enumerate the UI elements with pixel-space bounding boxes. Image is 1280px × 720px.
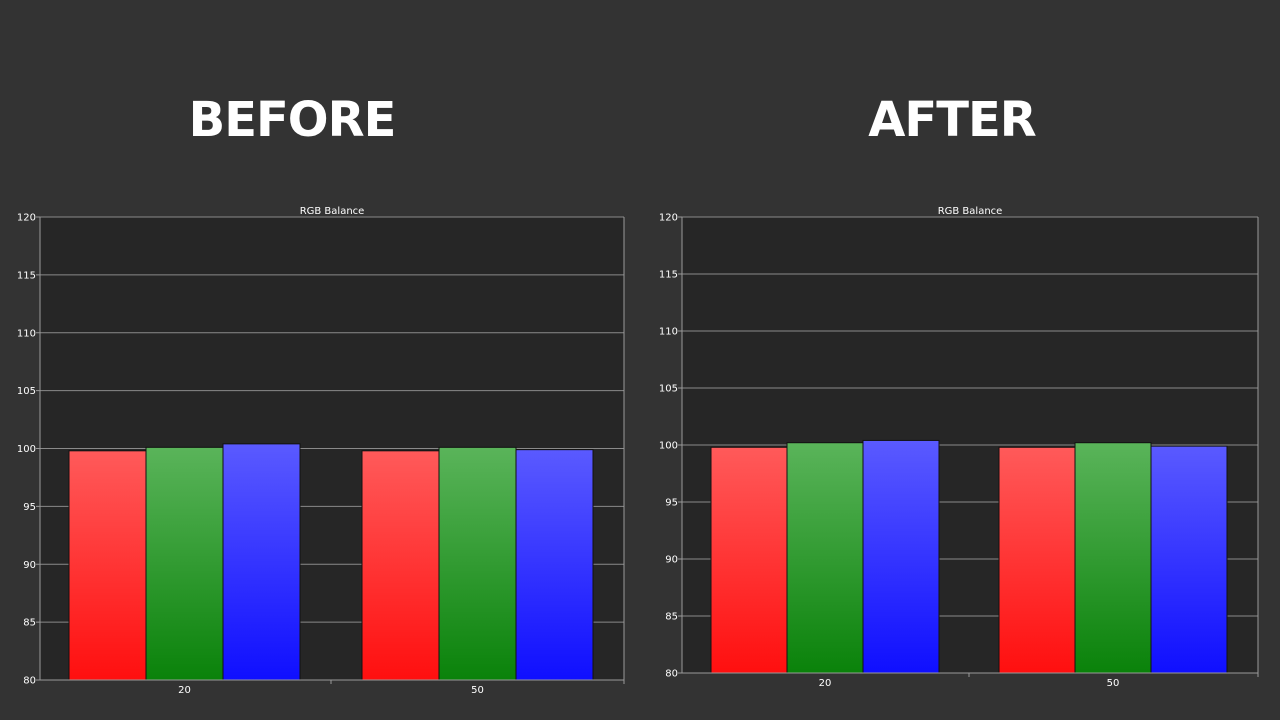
y-tick-label: 80 xyxy=(23,676,36,687)
y-tick-label: 95 xyxy=(665,498,678,509)
y-tick-label: 85 xyxy=(23,618,36,629)
red-bar-50 xyxy=(998,446,1076,674)
green-bar-50 xyxy=(438,446,517,681)
before-rgb-balance-chart: 80 85 90 95 100 105 110 115 120 20 50 RGB Balance xyxy=(17,206,625,696)
before-heading: BEFORE xyxy=(188,92,397,148)
x-tick-label: 20 xyxy=(178,685,191,696)
after-heading: AFTER xyxy=(868,92,1036,148)
blue-bar-50 xyxy=(515,449,594,681)
y-tick-label: 115 xyxy=(659,270,678,281)
x-tick-label: 20 xyxy=(819,678,832,689)
y-tick-label: 110 xyxy=(659,327,678,338)
green-bar-50 xyxy=(1074,442,1152,674)
y-tick-label: 120 xyxy=(17,213,36,224)
y-tick-label: 85 xyxy=(665,612,678,623)
after-rgb-balance-chart: 80 85 90 95 100 105 110 115 120 20 50 RGB Balance xyxy=(659,206,1259,689)
green-bar-20 xyxy=(786,442,864,674)
blue-bar-20 xyxy=(222,443,301,681)
y-tick-label: 100 xyxy=(659,441,678,452)
y-tick-label: 120 xyxy=(659,213,678,224)
red-bar-20 xyxy=(710,446,788,674)
y-tick-label: 105 xyxy=(659,384,678,395)
y-tick-label: 100 xyxy=(17,444,36,455)
blue-bar-50 xyxy=(1150,445,1228,674)
x-tick-label: 50 xyxy=(1107,678,1120,689)
y-tick-label: 90 xyxy=(665,555,678,566)
x-tick-label: 50 xyxy=(471,685,484,696)
y-tick-label: 90 xyxy=(23,560,36,571)
red-bar-20 xyxy=(68,450,147,681)
y-tick-label: 115 xyxy=(17,270,36,281)
y-tick-label: 110 xyxy=(17,328,36,339)
blue-bar-20 xyxy=(862,439,940,674)
chart-title: RGB Balance xyxy=(938,206,1003,217)
y-tick-label: 105 xyxy=(17,386,36,397)
y-tick-label: 95 xyxy=(23,502,36,513)
red-bar-50 xyxy=(361,450,440,681)
y-tick-label: 80 xyxy=(665,669,678,680)
chart-title: RGB Balance xyxy=(300,206,365,217)
green-bar-20 xyxy=(145,446,224,681)
